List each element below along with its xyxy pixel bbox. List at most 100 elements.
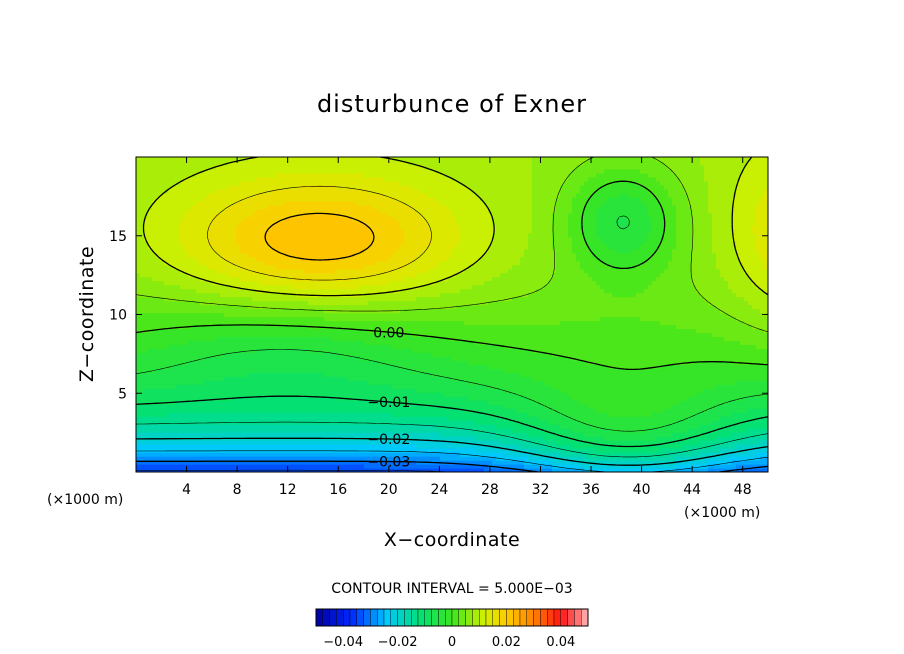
field-cell [364, 408, 369, 413]
field-cell [704, 364, 709, 369]
field-cell [560, 408, 565, 413]
field-cell [508, 408, 513, 413]
field-cell [404, 400, 409, 405]
field-cell [348, 456, 353, 461]
field-cell [552, 396, 557, 401]
field-cell [276, 432, 281, 437]
field-cell [480, 456, 485, 461]
field-cell [448, 408, 453, 413]
field-cell [660, 448, 665, 453]
field-cell [144, 364, 149, 369]
field-cell [724, 464, 729, 469]
field-cell [456, 412, 461, 417]
field-cell [488, 396, 493, 401]
field-cell [536, 360, 541, 365]
field-cell [376, 360, 381, 365]
field-cell [536, 384, 541, 389]
field-cell [140, 424, 145, 429]
field-cell [332, 456, 337, 461]
field-cell [568, 440, 573, 445]
field-cell [216, 368, 221, 373]
field-cell [732, 424, 737, 429]
field-cell [616, 388, 621, 393]
field-cell [440, 420, 445, 425]
field-cell [680, 368, 685, 373]
field-cell [584, 360, 589, 365]
field-cell [736, 352, 741, 357]
field-cell [564, 388, 569, 393]
field-cell [584, 356, 589, 361]
field-cell [712, 368, 717, 373]
field-cell [544, 408, 549, 413]
field-cell [268, 352, 273, 357]
field-cell [360, 424, 365, 429]
field-cell [416, 444, 421, 449]
field-cell [372, 384, 377, 389]
field-cell [180, 360, 185, 365]
field-cell [316, 392, 321, 397]
field-cell [380, 464, 385, 469]
field-cell [684, 392, 689, 397]
field-cell [668, 376, 673, 381]
field-cell [152, 356, 157, 361]
field-cell [148, 448, 153, 453]
field-cell [460, 372, 465, 377]
field-cell [512, 444, 517, 449]
field-cell [600, 376, 605, 381]
field-cell [428, 448, 433, 453]
field-cell [416, 376, 421, 381]
field-cell [756, 460, 761, 465]
field-cell [740, 372, 745, 377]
field-cell [184, 424, 189, 429]
field-cell [720, 364, 725, 369]
field-cell [760, 404, 765, 409]
field-cell [256, 364, 261, 369]
field-cell [576, 364, 581, 369]
field-cell [368, 420, 373, 425]
field-cell [668, 404, 673, 409]
field-cell [464, 348, 469, 353]
field-cell [420, 388, 425, 393]
field-cell [616, 376, 621, 381]
field-cell [520, 368, 525, 373]
field-cell [540, 384, 545, 389]
field-cell [328, 428, 333, 433]
field-cell [496, 376, 501, 381]
field-cell [656, 372, 661, 377]
field-cell [644, 424, 649, 429]
field-cell [644, 404, 649, 409]
field-cell [484, 416, 489, 421]
field-cell [508, 460, 513, 465]
field-cell [236, 360, 241, 365]
field-cell [256, 368, 261, 373]
field-cell [732, 396, 737, 401]
field-cell [220, 372, 225, 377]
field-cell [292, 384, 297, 389]
field-cell [212, 456, 217, 461]
field-cell [700, 388, 705, 393]
field-cell [448, 432, 453, 437]
field-cell [436, 432, 441, 437]
field-cell [164, 432, 169, 437]
field-cell [640, 364, 645, 369]
field-cell [660, 372, 665, 377]
field-cell [280, 408, 285, 413]
field-cell [696, 448, 701, 453]
field-cell [208, 372, 213, 377]
field-cell [764, 440, 768, 445]
field-cell [264, 404, 269, 409]
field-cell [716, 444, 721, 449]
field-cell [228, 424, 233, 429]
field-cell [284, 408, 289, 413]
field-cell [304, 352, 309, 357]
field-cell [556, 436, 561, 441]
field-cell [256, 408, 261, 413]
field-cell [288, 444, 293, 449]
field-cell [616, 356, 621, 361]
field-cell [400, 356, 405, 361]
field-cell [660, 420, 665, 425]
field-cell [152, 452, 157, 457]
field-cell [312, 400, 317, 405]
field-cell [604, 468, 609, 472]
field-cell [528, 380, 533, 385]
